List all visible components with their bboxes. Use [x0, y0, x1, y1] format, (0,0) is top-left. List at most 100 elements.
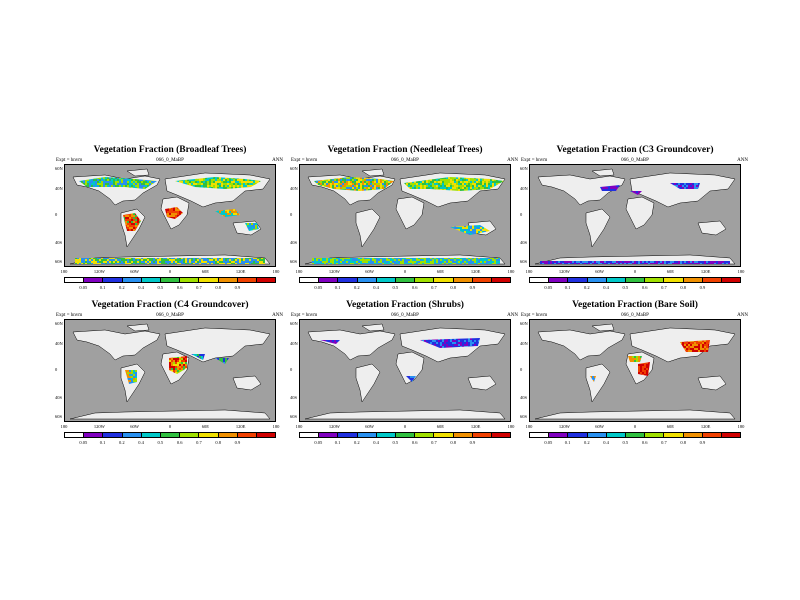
lon-tick-label: 120W: [94, 269, 105, 274]
lon-tick-label: 60E: [437, 424, 444, 429]
lat-tick-label: 60N: [520, 321, 529, 326]
colorbar-label: 0.8: [450, 440, 456, 445]
colorbar-label: 0.7: [661, 440, 667, 445]
colorbar-label: 0.8: [680, 285, 686, 290]
colorbar-label: 0.8: [215, 440, 221, 445]
colorbar-swatch: [530, 278, 549, 282]
colorbar-swatch: [454, 433, 473, 437]
colorbar-swatch: [549, 278, 568, 282]
colorbar-swatch: [722, 433, 740, 437]
lat-tick-label: 40N: [520, 341, 529, 346]
colorbar-swatch: [568, 433, 587, 437]
lon-tick-label: 0: [169, 269, 171, 274]
colorbar-swatch: [492, 433, 510, 437]
colorbar-swatch: [257, 433, 275, 437]
colorbar: [529, 277, 741, 283]
lat-tick-label: 60S: [520, 414, 529, 419]
lat-tick-label: 0: [55, 367, 64, 372]
lon-tick-label: 180: [273, 269, 280, 274]
colorbar-label: 0.2: [584, 285, 590, 290]
colorbar-label: 0.6: [177, 440, 183, 445]
colorbar: [299, 432, 511, 438]
colorbar-swatch: [319, 433, 338, 437]
colorbar-label: 0.6: [642, 440, 648, 445]
lat-tick-label: 40N: [290, 186, 299, 191]
lat-tick-label: 40N: [520, 186, 529, 191]
colorbar-swatch: [645, 433, 664, 437]
colorbar-label: 0.2: [584, 440, 590, 445]
lat-tick-label: 40N: [55, 341, 64, 346]
lon-tick-label: 60W: [365, 424, 374, 429]
colorbar-swatch: [684, 433, 703, 437]
lon-tick-label: 120E: [701, 269, 711, 274]
land-mass: [698, 221, 726, 235]
land-mass: [73, 330, 160, 360]
land-mass: [70, 410, 270, 419]
lon-tick-label: 60W: [365, 269, 374, 274]
colorbar-swatch: [161, 433, 180, 437]
lon-tick-label: 120E: [701, 424, 711, 429]
colorbar-label: 0.7: [196, 285, 202, 290]
colorbar-swatch: [180, 278, 199, 282]
land-mass: [535, 410, 735, 419]
colorbar-label: 0.1: [335, 285, 341, 290]
colorbar-label: 0.4: [138, 285, 144, 290]
colorbar-swatch: [103, 433, 122, 437]
colorbar-swatch: [568, 278, 587, 282]
colorbar-swatch: [257, 278, 275, 282]
colorbar-swatch: [626, 278, 645, 282]
lon-tick-label: 60W: [595, 424, 604, 429]
lat-tick-label: 0: [520, 212, 529, 217]
colorbar-swatch: [123, 433, 142, 437]
lon-tick-label: 60E: [202, 269, 209, 274]
panel-title: Vegetation Fraction (C3 Groundcover): [520, 145, 750, 155]
lon-tick-label: 60E: [437, 269, 444, 274]
land-mass: [396, 197, 424, 229]
land-mass: [626, 197, 654, 229]
land-mass: [698, 376, 726, 390]
colorbar-swatch: [84, 278, 103, 282]
colorbar-label: 0.5: [623, 285, 629, 290]
land-mass: [127, 169, 149, 176]
lon-tick-label: 180: [61, 424, 68, 429]
vegetation-map: [65, 320, 275, 421]
lat-tick-label: 60N: [55, 166, 64, 171]
season-label: ANN: [737, 158, 748, 163]
colorbar-swatch: [358, 278, 377, 282]
colorbar-swatch: [626, 433, 645, 437]
panel-title: Vegetation Fraction (Broadleaf Trees): [55, 145, 285, 155]
lat-tick-label: 60S: [55, 414, 64, 419]
colorbar-label: 0.1: [100, 440, 106, 445]
land-mass: [356, 209, 380, 247]
lat-tick-label: 40S: [290, 395, 299, 400]
colorbar-label: 0.1: [335, 440, 341, 445]
colorbar-swatch: [358, 433, 377, 437]
colorbar-label: 0.8: [215, 285, 221, 290]
map-area: [529, 164, 741, 267]
colorbar-label: 0.4: [138, 440, 144, 445]
colorbar: [529, 432, 741, 438]
colorbar-swatch: [473, 433, 492, 437]
colorbar-swatch: [65, 278, 84, 282]
lat-tick-label: 40N: [55, 186, 64, 191]
lon-tick-label: 60W: [130, 269, 139, 274]
colorbar-label: 0.9: [470, 285, 476, 290]
map-panel-broadleaf: Vegetation Fraction (Broadleaf Trees) Ex…: [55, 145, 285, 310]
colorbar-label: 0.05: [314, 440, 322, 445]
colorbar-label: 0.9: [235, 440, 241, 445]
colorbar-label: 0.5: [393, 440, 399, 445]
lon-tick-label: 120E: [236, 424, 246, 429]
colorbar-swatch: [238, 278, 257, 282]
colorbar-label: 0.05: [79, 440, 87, 445]
colorbar-swatch: [588, 433, 607, 437]
land-mass: [362, 324, 384, 331]
panel-title: Vegetation Fraction (Bare Soil): [520, 300, 750, 310]
colorbar-swatch: [492, 278, 510, 282]
map-panel-c3: Vegetation Fraction (C3 Groundcover) Exp…: [520, 145, 750, 310]
colorbar-swatch: [684, 278, 703, 282]
colorbar-label: 0.05: [544, 440, 552, 445]
case-label: 066_0_MaBP: [290, 158, 520, 163]
lon-tick-label: 0: [634, 269, 636, 274]
lat-tick-label: 0: [55, 212, 64, 217]
colorbar-label: 0.1: [100, 285, 106, 290]
